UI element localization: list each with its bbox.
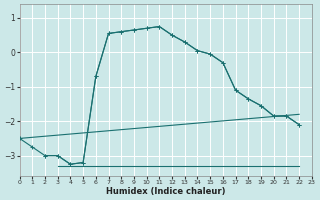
X-axis label: Humidex (Indice chaleur): Humidex (Indice chaleur) — [106, 187, 226, 196]
